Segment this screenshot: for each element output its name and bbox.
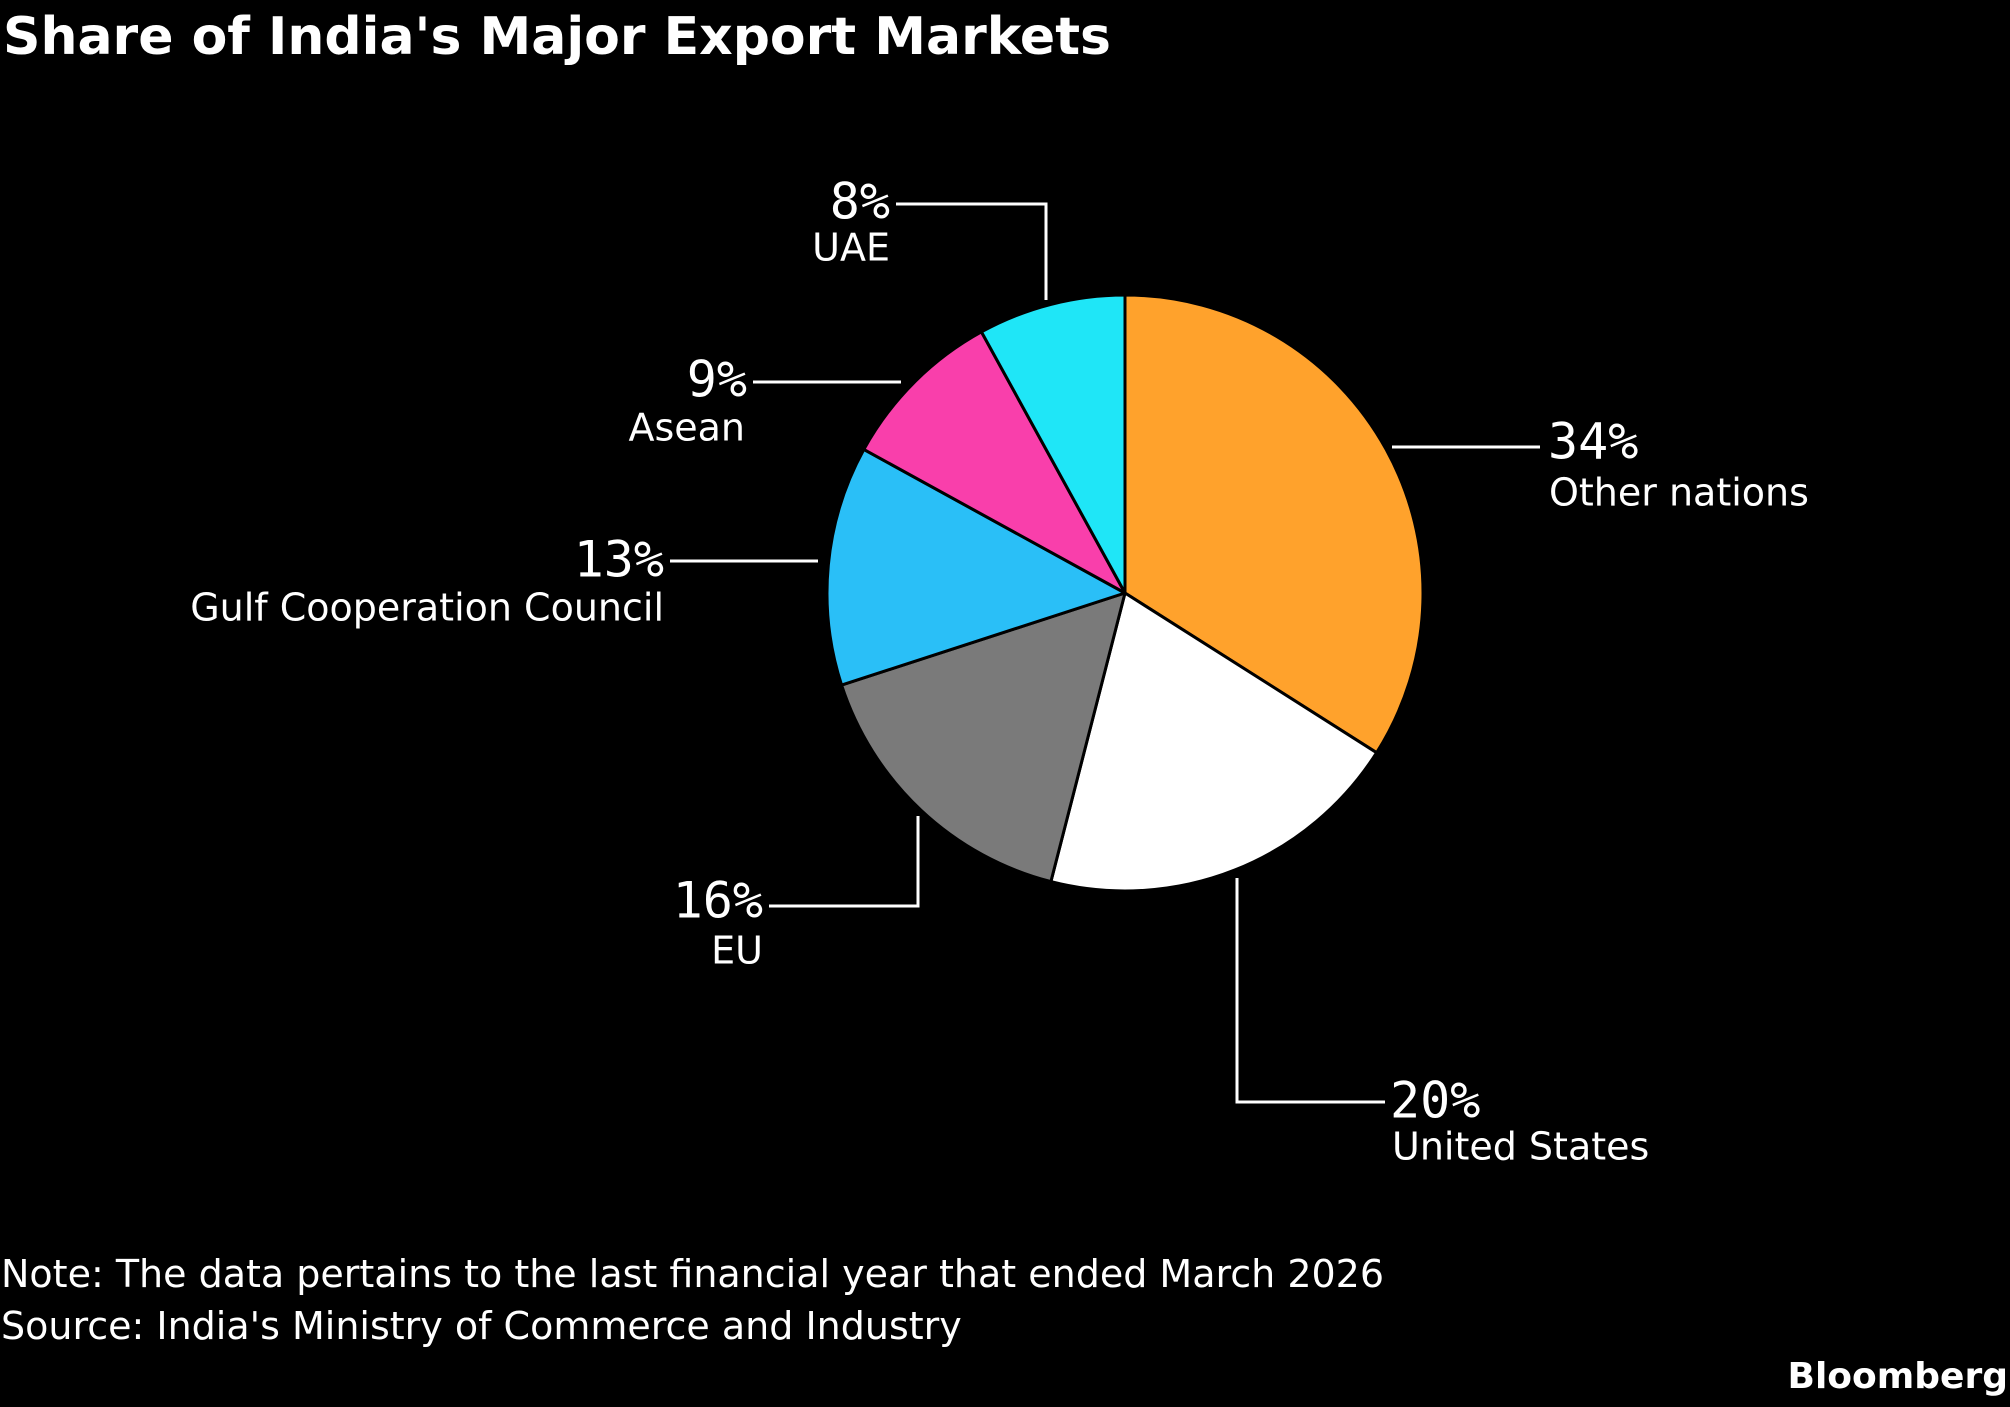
bloomberg-logo: Bloomberg [1787, 1356, 2008, 1397]
category-label-other-nations: Other nations [1549, 471, 1809, 515]
data-label-united-states: 20% [1390, 1072, 1480, 1130]
pie-slice-other-nations [1123, 293, 1425, 755]
category-label-asean: Asean [628, 406, 745, 450]
leader-line-united-states [1235, 878, 1385, 1104]
leader-line-uae [896, 202, 1048, 300]
data-label-asean: 9% [687, 351, 747, 409]
pie-callouts: 34%Other nations 20%United States 16%EU 13%… [190, 173, 1809, 1169]
data-label-uae: 8% [830, 173, 890, 231]
category-label-united-states: United States [1392, 1125, 1649, 1169]
chart-note: Note: The data pertains to the last fina… [1, 1252, 1385, 1296]
pie-slice-eu [840, 591, 1127, 884]
chart-source: Source: India's Ministry of Commerce and… [1, 1304, 962, 1348]
category-label-uae: UAE [812, 226, 890, 270]
data-label-gulf-cooperation-council: 13% [574, 531, 664, 589]
category-label-eu: EU [711, 929, 763, 973]
category-label-gulf-cooperation-council: Gulf Cooperation Council [190, 586, 664, 630]
data-label-other-nations: 34% [1548, 413, 1638, 471]
pie-slices [825, 293, 1425, 893]
pie-slice-asean [862, 330, 1127, 595]
chart-title: Share of India's Major Export Markets [3, 7, 1111, 67]
data-label-eu: 16% [673, 872, 763, 930]
pie-slice-united-states [1049, 591, 1379, 893]
leader-line-eu [769, 816, 920, 908]
pie-slice-uae [979, 293, 1127, 595]
pie-slice-gulf-cooperation-council [825, 447, 1127, 687]
